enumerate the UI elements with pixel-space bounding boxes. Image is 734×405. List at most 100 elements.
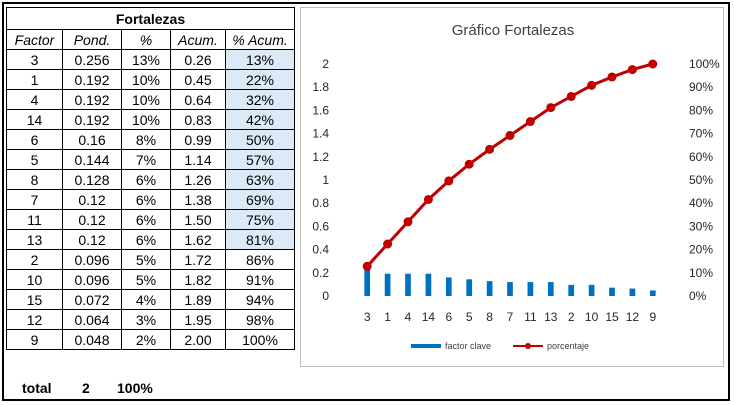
- table-title: Fortalezas: [6, 7, 295, 30]
- line-point: [648, 59, 658, 69]
- legend-bar-swatch: [411, 344, 441, 348]
- total-percent: 100%: [117, 380, 153, 396]
- table-cell: 75%: [225, 209, 295, 230]
- table-cell: 2: [6, 249, 63, 270]
- table-cell: 6%: [121, 169, 171, 190]
- y-right-tick-label: 30%: [689, 219, 713, 233]
- y-left-tick-label: 1.4: [312, 127, 329, 141]
- total-value: 2: [82, 380, 90, 396]
- table-row: 10 0.096 5% 1.82 91%: [6, 269, 295, 290]
- table-cell: 0.12: [62, 189, 122, 210]
- x-tick-label: 4: [405, 310, 412, 324]
- x-tick-label: 13: [544, 310, 558, 324]
- line-point: [587, 80, 597, 90]
- bar: [384, 273, 391, 296]
- table-cell: 57%: [225, 149, 295, 170]
- column-header: Factor: [6, 29, 63, 50]
- table-cell: 2.00: [170, 329, 226, 350]
- table-cell: 9: [6, 329, 63, 350]
- bar: [466, 279, 473, 296]
- line-point: [607, 72, 617, 82]
- y-left-tick-label: 1.8: [312, 80, 329, 94]
- table-cell: 12: [6, 309, 63, 330]
- porcentaje-line: [366, 62, 654, 268]
- table-cell: 10%: [121, 69, 171, 90]
- table-cell: 3: [6, 49, 63, 70]
- bar: [568, 284, 575, 296]
- y-right-tick-label: 40%: [689, 196, 713, 210]
- table-cell: 6: [6, 129, 63, 150]
- table-row: 3 0.256 13% 0.26 13%: [6, 49, 295, 70]
- y-right-tick-label: 50%: [689, 173, 713, 187]
- table-row: 2 0.096 5% 1.72 86%: [6, 249, 295, 270]
- line-point: [362, 261, 372, 271]
- bar: [629, 288, 636, 296]
- line-point: [566, 91, 576, 101]
- x-tick-label: 15: [605, 310, 619, 324]
- table-cell: 0.99: [170, 129, 226, 150]
- x-tick-label: 11: [524, 310, 537, 324]
- table-cell: 4: [6, 89, 63, 110]
- table-cell: 13%: [121, 49, 171, 70]
- line-point: [505, 130, 515, 140]
- table-row: 4 0.192 10% 0.64 32%: [6, 89, 295, 110]
- y-left-tick-label: 0.4: [312, 243, 329, 257]
- table-cell: 0.26: [170, 49, 226, 70]
- table-cell: 86%: [225, 249, 295, 270]
- table-cell: 0.128: [62, 169, 122, 190]
- x-tick-label: 14: [422, 310, 436, 324]
- bar: [588, 284, 595, 296]
- table-row: 11 0.12 6% 1.50 75%: [6, 209, 295, 230]
- table-cell: 1.38: [170, 189, 226, 210]
- table-row: 15 0.072 4% 1.89 94%: [6, 289, 295, 310]
- bar: [527, 282, 534, 296]
- table-row: 7 0.12 6% 1.38 69%: [6, 189, 295, 210]
- x-tick-label: 5: [466, 310, 473, 324]
- table-row: 13 0.12 6% 1.62 81%: [6, 229, 295, 250]
- table-cell: 0.83: [170, 109, 226, 130]
- table-cell: 0.192: [62, 109, 122, 130]
- table-cell: 2%: [121, 329, 171, 350]
- table-cell: 1.95: [170, 309, 226, 330]
- table-cell: 0.144: [62, 149, 122, 170]
- table-cell: 1.14: [170, 149, 226, 170]
- bar: [649, 290, 656, 296]
- y-left-tick-label: 1: [322, 173, 329, 187]
- y-right-tick-label: 70%: [689, 127, 713, 141]
- y-right-tick-label: 60%: [689, 150, 713, 164]
- chart-title: Gráfico Fortalezas: [452, 22, 575, 39]
- bar: [486, 281, 493, 296]
- table-cell: 0.192: [62, 69, 122, 90]
- table-cell: 0.256: [62, 49, 122, 70]
- table-cell: 7: [6, 189, 63, 210]
- table-cell: 100%: [225, 329, 295, 350]
- x-tick-label: 9: [649, 310, 656, 324]
- legend-line-label: porcentaje: [547, 341, 589, 351]
- table-cell: 1.26: [170, 169, 226, 190]
- table-cell: 14: [6, 109, 63, 130]
- line-point: [525, 117, 535, 127]
- table-cell: 1.62: [170, 229, 226, 250]
- table-cell: 4%: [121, 289, 171, 310]
- table-cell: 1: [6, 69, 63, 90]
- line-point: [423, 194, 433, 204]
- table-cell: 8: [6, 169, 63, 190]
- table-cell: 63%: [225, 169, 295, 190]
- table-cell: 1.50: [170, 209, 226, 230]
- line-point: [546, 103, 556, 113]
- table-cell: 0.072: [62, 289, 122, 310]
- table-cell: 7%: [121, 149, 171, 170]
- column-header: Pond.: [62, 29, 122, 50]
- table-cell: 1.89: [170, 289, 226, 310]
- table-cell: 10%: [121, 109, 171, 130]
- table-row: 12 0.064 3% 1.95 98%: [6, 309, 295, 330]
- table-cell: 91%: [225, 269, 295, 290]
- x-tick-label: 2: [568, 310, 575, 324]
- line-point: [485, 144, 495, 154]
- table-cell: 13%: [225, 49, 295, 70]
- table-cell: 42%: [225, 109, 295, 130]
- table-cell: 13: [6, 229, 63, 250]
- y-left-tick-label: 0.8: [312, 196, 329, 210]
- table-cell: 1.82: [170, 269, 226, 290]
- line-point: [627, 65, 637, 75]
